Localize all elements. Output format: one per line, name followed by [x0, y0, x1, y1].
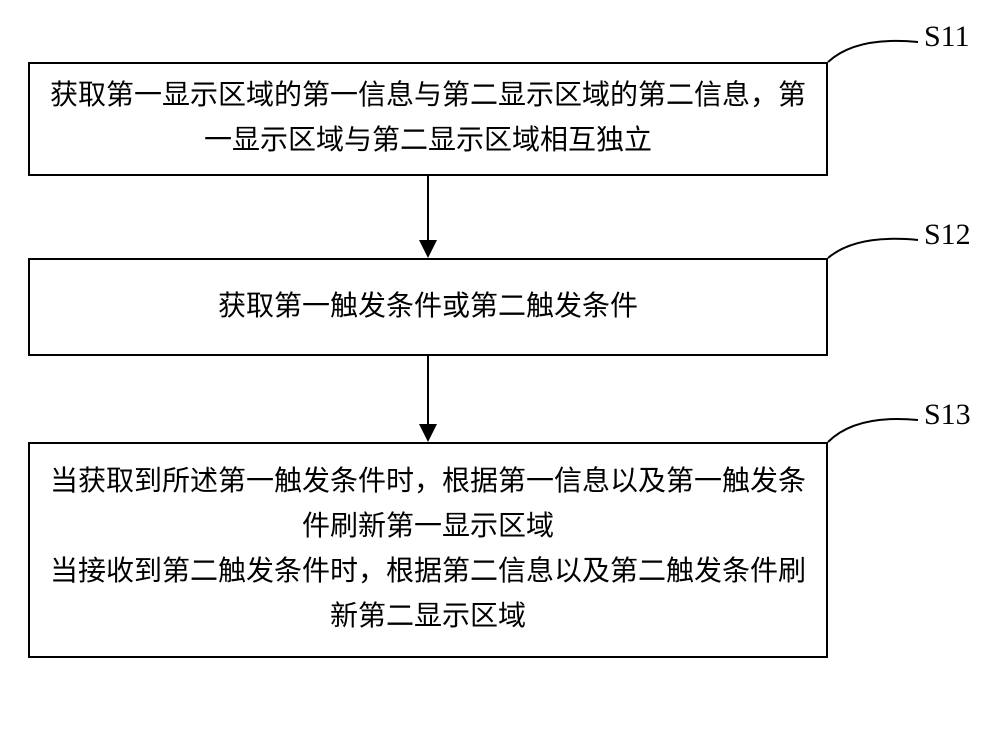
flow-node-s13: 当获取到所述第一触发条件时，根据第一信息以及第一触发条件刷新第一显示区域当接收到…: [28, 442, 828, 658]
step-label-l13: S13: [924, 398, 971, 432]
flow-node-label: 当获取到所述第一触发条件时，根据第一信息以及第一触发条件刷新第一显示区域当接收到…: [48, 460, 808, 639]
flow-node-label: 获取第一显示区域的第一信息与第二显示区域的第二信息，第一显示区域与第二显示区域相…: [48, 74, 808, 164]
edge-arrowhead: [419, 424, 437, 442]
edge-shaft: [427, 356, 429, 424]
edge-arrowhead: [419, 240, 437, 258]
flow-node-label: 获取第一触发条件或第二触发条件: [218, 285, 638, 330]
leader-line: [824, 230, 922, 262]
leader-line: [824, 410, 922, 446]
step-label-l12: S12: [924, 218, 971, 252]
edge-shaft: [427, 176, 429, 240]
leader-line: [824, 32, 922, 66]
flow-node-s12: 获取第一触发条件或第二触发条件: [28, 258, 828, 356]
flow-node-s11: 获取第一显示区域的第一信息与第二显示区域的第二信息，第一显示区域与第二显示区域相…: [28, 62, 828, 176]
step-label-l11: S11: [924, 20, 970, 54]
